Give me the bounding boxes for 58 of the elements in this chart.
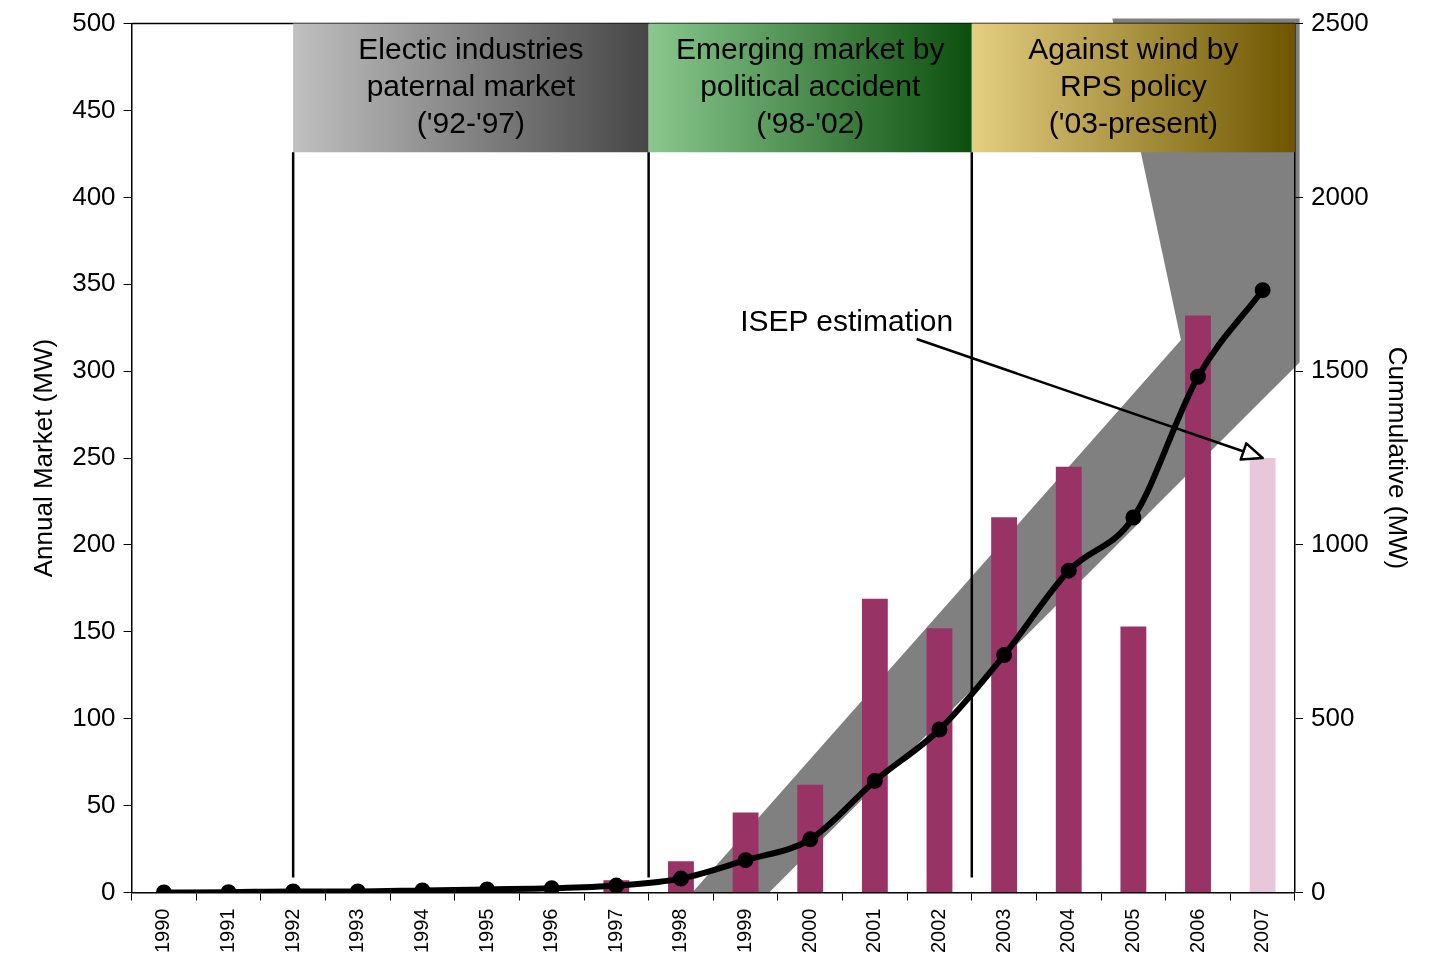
y-tick-label: 450	[72, 93, 116, 124]
y2-tick-label: 1000	[1310, 528, 1369, 559]
point	[1190, 368, 1207, 385]
band-label: Against wind by RPS policy ('03-present)	[1028, 32, 1239, 140]
point	[608, 877, 625, 893]
y-tick-label: 200	[72, 528, 116, 559]
x-tick-label: 1999	[733, 908, 756, 954]
x-tick-label: 2001	[862, 908, 885, 954]
x-tick-label: 1998	[668, 908, 691, 954]
y2-tick-label: 2000	[1310, 180, 1369, 211]
y-tick-label: 150	[72, 615, 116, 646]
x-tick-label: 1990	[151, 908, 174, 954]
point	[1125, 509, 1142, 526]
y2-tick-label: 0	[1310, 875, 1326, 906]
x-tick-label: 1991	[216, 908, 239, 954]
x-tick-label: 1992	[280, 908, 303, 954]
y-axis-title: Annual Market (MW)	[27, 338, 58, 578]
bar	[1249, 458, 1276, 893]
y2-tick-label: 2500	[1310, 6, 1369, 37]
y-tick-label: 500	[72, 6, 116, 37]
bar	[926, 628, 953, 893]
y-tick-label: 100	[72, 701, 116, 732]
point	[737, 852, 754, 869]
y-tick-label: 50	[86, 788, 116, 819]
x-tick-label: 2006	[1185, 908, 1208, 954]
bar	[1055, 466, 1082, 893]
x-tick-label: 1996	[539, 908, 562, 954]
point	[996, 647, 1013, 664]
y-tick-label: 250	[72, 441, 116, 472]
x-tick-label: 1993	[345, 908, 368, 954]
bar	[991, 517, 1018, 893]
band-label: Emerging market by political accident ('98-'02)	[676, 32, 945, 140]
x-tick-label: 2003	[991, 908, 1014, 954]
x-tick-label: 2002	[927, 908, 949, 954]
point	[1254, 282, 1271, 299]
y2-tick-label: 1500	[1310, 354, 1369, 385]
annotation: ISEP estimation	[740, 304, 954, 339]
bar	[1185, 315, 1211, 893]
bar	[1120, 626, 1147, 893]
y2-tick-label: 500	[1310, 701, 1355, 732]
y-tick-label: 300	[72, 354, 116, 385]
x-tick-label: 2000	[797, 908, 820, 954]
y-tick-label: 350	[72, 267, 116, 298]
point	[866, 772, 883, 789]
point	[1060, 562, 1077, 579]
band-label: Electic industries paternal market ('92-'97)	[358, 32, 584, 140]
bar	[861, 598, 888, 893]
point	[931, 721, 948, 738]
x-tick-label: 1995	[474, 908, 497, 954]
x-tick-label: 2004	[1056, 908, 1079, 954]
y2-axis-title: Cummulative (MW)	[1383, 346, 1414, 570]
point	[802, 831, 819, 848]
x-tick-label: 2005	[1120, 908, 1143, 954]
x-tick-label: 2007	[1250, 908, 1273, 954]
x-tick-label: 1997	[603, 908, 626, 954]
y-tick-label: 0	[101, 875, 116, 906]
y-tick-label: 400	[72, 180, 116, 211]
x-tick-label: 1994	[409, 908, 432, 954]
